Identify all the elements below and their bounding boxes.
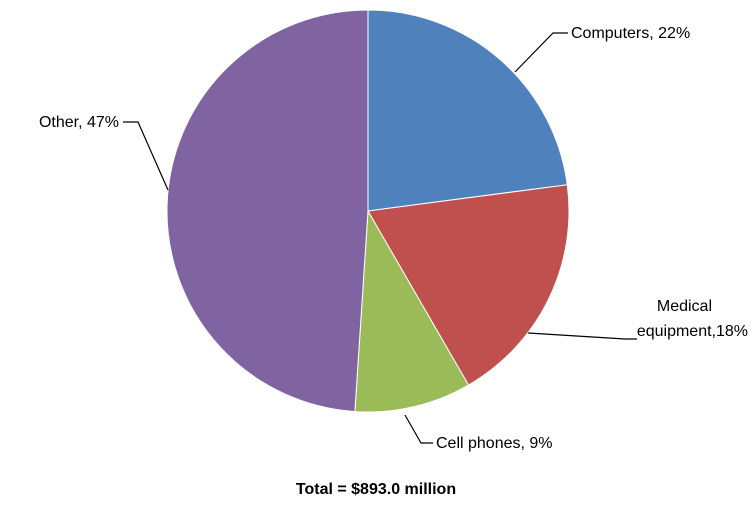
- slice-label-cell-phones: Cell phones, 9%: [436, 435, 553, 452]
- slice-label-computers: Computers, 22%: [571, 25, 690, 42]
- leader-line-other: [123, 121, 169, 191]
- pie-slice-medical-equipment: [367, 184, 570, 386]
- chart-total: Total = $893.0 million: [296, 481, 456, 498]
- pie-slices: [166, 9, 570, 413]
- pie-slice-computers: [367, 9, 568, 212]
- slice-label-other: Other, 47%: [39, 114, 119, 131]
- pie-slice-cell-phones: [354, 209, 470, 413]
- pie-slice-other: [166, 9, 369, 413]
- slice-label-medical-equipment-line2: equipment,18%: [637, 323, 748, 340]
- leader-line-computers: [514, 32, 568, 73]
- slice-label-medical-equipment-line1: Medical: [657, 298, 712, 315]
- leader-line-cell-phones: [404, 414, 433, 444]
- leader-line-medical-equipment: [527, 332, 637, 340]
